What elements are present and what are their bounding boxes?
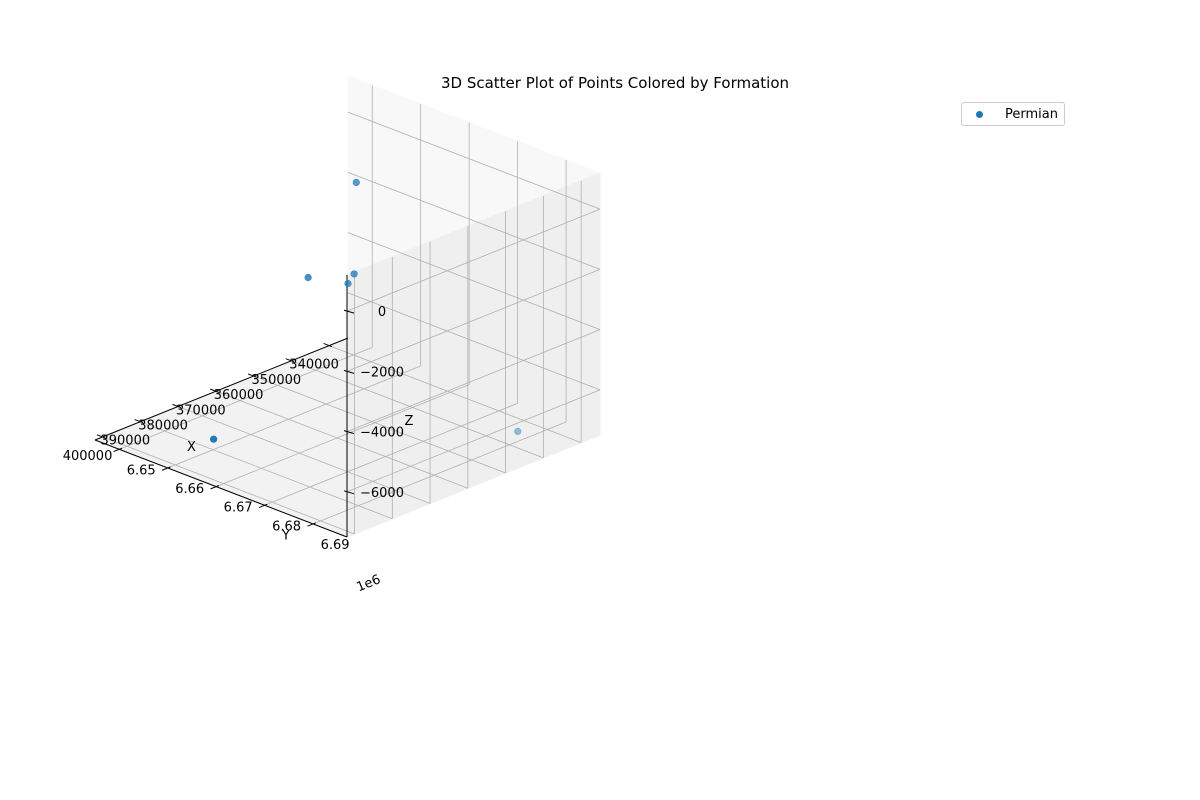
data-point bbox=[344, 279, 352, 288]
y-grid-line bbox=[119, 346, 373, 450]
y-tick-mark bbox=[161, 466, 171, 471]
x-grid-line bbox=[140, 421, 393, 520]
x-tick-label: 350000 bbox=[252, 373, 302, 388]
z-tick-mark bbox=[343, 369, 355, 374]
x-grid-line bbox=[253, 375, 506, 474]
z-tick-label: −4000 bbox=[360, 426, 404, 441]
y-tick-label: 6.69 bbox=[321, 538, 350, 553]
legend-label-permian: Permian bbox=[1005, 107, 1058, 122]
y-grid-line bbox=[312, 421, 567, 525]
data-point bbox=[304, 273, 312, 282]
x-grid-line bbox=[291, 360, 544, 459]
y-tick-label: 6.67 bbox=[224, 501, 253, 516]
data-points bbox=[210, 178, 522, 443]
x-grid-line bbox=[102, 436, 355, 535]
axis-lines bbox=[94, 275, 349, 538]
y-grid-line bbox=[264, 402, 518, 506]
z-tick-label: −6000 bbox=[360, 486, 404, 501]
y-axis-line bbox=[94, 439, 348, 538]
data-point bbox=[352, 178, 360, 186]
y-tick-label: 6.68 bbox=[272, 519, 301, 534]
data-point bbox=[514, 427, 522, 435]
x-tick-mark bbox=[134, 419, 144, 424]
x-tick-label: 400000 bbox=[63, 449, 113, 464]
x-grid-line bbox=[215, 390, 468, 489]
z-tick-mark bbox=[343, 309, 355, 314]
y-grid-line bbox=[167, 365, 421, 469]
y-tick-mark bbox=[307, 522, 317, 527]
x-tick-label: 360000 bbox=[214, 388, 264, 403]
y-grid-line bbox=[216, 384, 470, 488]
y-tick-mark bbox=[258, 503, 268, 508]
y-axis-offset-label: 1e6 bbox=[354, 572, 382, 595]
z-grid-line bbox=[346, 329, 601, 432]
axis-ticks: 3400003500003600003700003800003900004000… bbox=[63, 305, 404, 553]
x-tick-label: 380000 bbox=[138, 419, 188, 434]
z-tick-label: 0 bbox=[378, 305, 386, 320]
z-tick-label: −2000 bbox=[360, 365, 404, 380]
x-axis-line bbox=[94, 337, 349, 441]
y-tick-mark bbox=[113, 447, 123, 453]
x-grid-line bbox=[177, 406, 431, 504]
x-tick-mark bbox=[323, 342, 333, 348]
legend: Permian bbox=[961, 102, 1065, 126]
x-tick-label: 390000 bbox=[100, 434, 150, 449]
z-grid-line bbox=[347, 171, 601, 270]
y-axis-label: Y bbox=[281, 529, 290, 544]
z-tick-mark bbox=[343, 430, 355, 435]
x-tick-mark bbox=[285, 358, 295, 363]
z-tick-mark bbox=[343, 490, 355, 495]
x-tick-mark bbox=[247, 373, 257, 378]
z-grid-line bbox=[346, 268, 601, 372]
y-tick-mark bbox=[210, 485, 220, 490]
x-tick-label: 370000 bbox=[176, 403, 226, 418]
x-axis-label: X bbox=[187, 440, 196, 455]
z-grid-line bbox=[346, 208, 601, 312]
x-tick-mark bbox=[96, 434, 106, 439]
x-tick-label: 340000 bbox=[289, 358, 339, 373]
x-tick-mark bbox=[172, 403, 182, 409]
legend-marker-permian bbox=[976, 111, 983, 118]
data-point bbox=[210, 435, 218, 443]
z-grid-line bbox=[347, 111, 601, 210]
x-tick-mark bbox=[210, 388, 219, 393]
z-grid-line bbox=[347, 292, 601, 391]
y-tick-label: 6.66 bbox=[175, 482, 204, 497]
z-grid-line bbox=[347, 232, 601, 330]
z-grid-line bbox=[346, 389, 601, 493]
y-tick-label: 6.65 bbox=[127, 463, 156, 478]
z-axis-label: Z bbox=[405, 414, 414, 429]
chart-title: 3D Scatter Plot of Points Colored by For… bbox=[441, 74, 789, 92]
data-point bbox=[350, 270, 358, 278]
grid-lines bbox=[102, 85, 601, 535]
